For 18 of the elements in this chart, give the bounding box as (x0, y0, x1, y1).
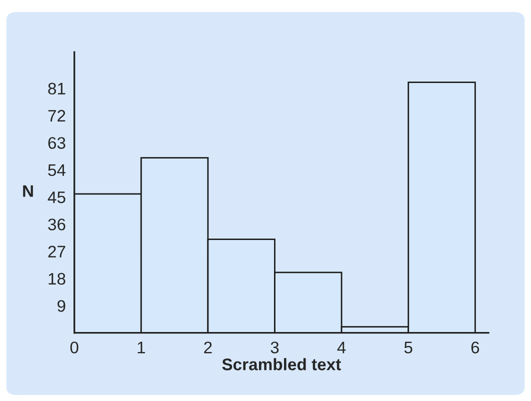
y-tick-label: 9 (58, 300, 66, 312)
y-tick-label: 18 (48, 272, 66, 285)
y-tick-label: 36 (48, 218, 66, 230)
x-tick-label: 5 (404, 342, 412, 354)
y-tick-label: 81 (48, 82, 66, 95)
x-tick-label: 2 (204, 342, 212, 354)
y-tick-label: 63 (48, 137, 66, 149)
x-tick-label: 6 (471, 342, 480, 354)
y-tick-label: 27 (48, 246, 66, 258)
y-axis-title: N (23, 185, 33, 197)
x-tick-label: 0 (70, 342, 78, 354)
x-tick-label: 4 (337, 342, 346, 354)
y-tick-label: 72 (48, 110, 66, 122)
y-tick-label: 45 (48, 192, 66, 204)
x-axis-title: Scrambled text (222, 358, 341, 370)
y-tick-label: 54 (48, 164, 66, 176)
x-tick-label: 3 (270, 342, 279, 354)
x-tick-label: 1 (138, 342, 145, 354)
